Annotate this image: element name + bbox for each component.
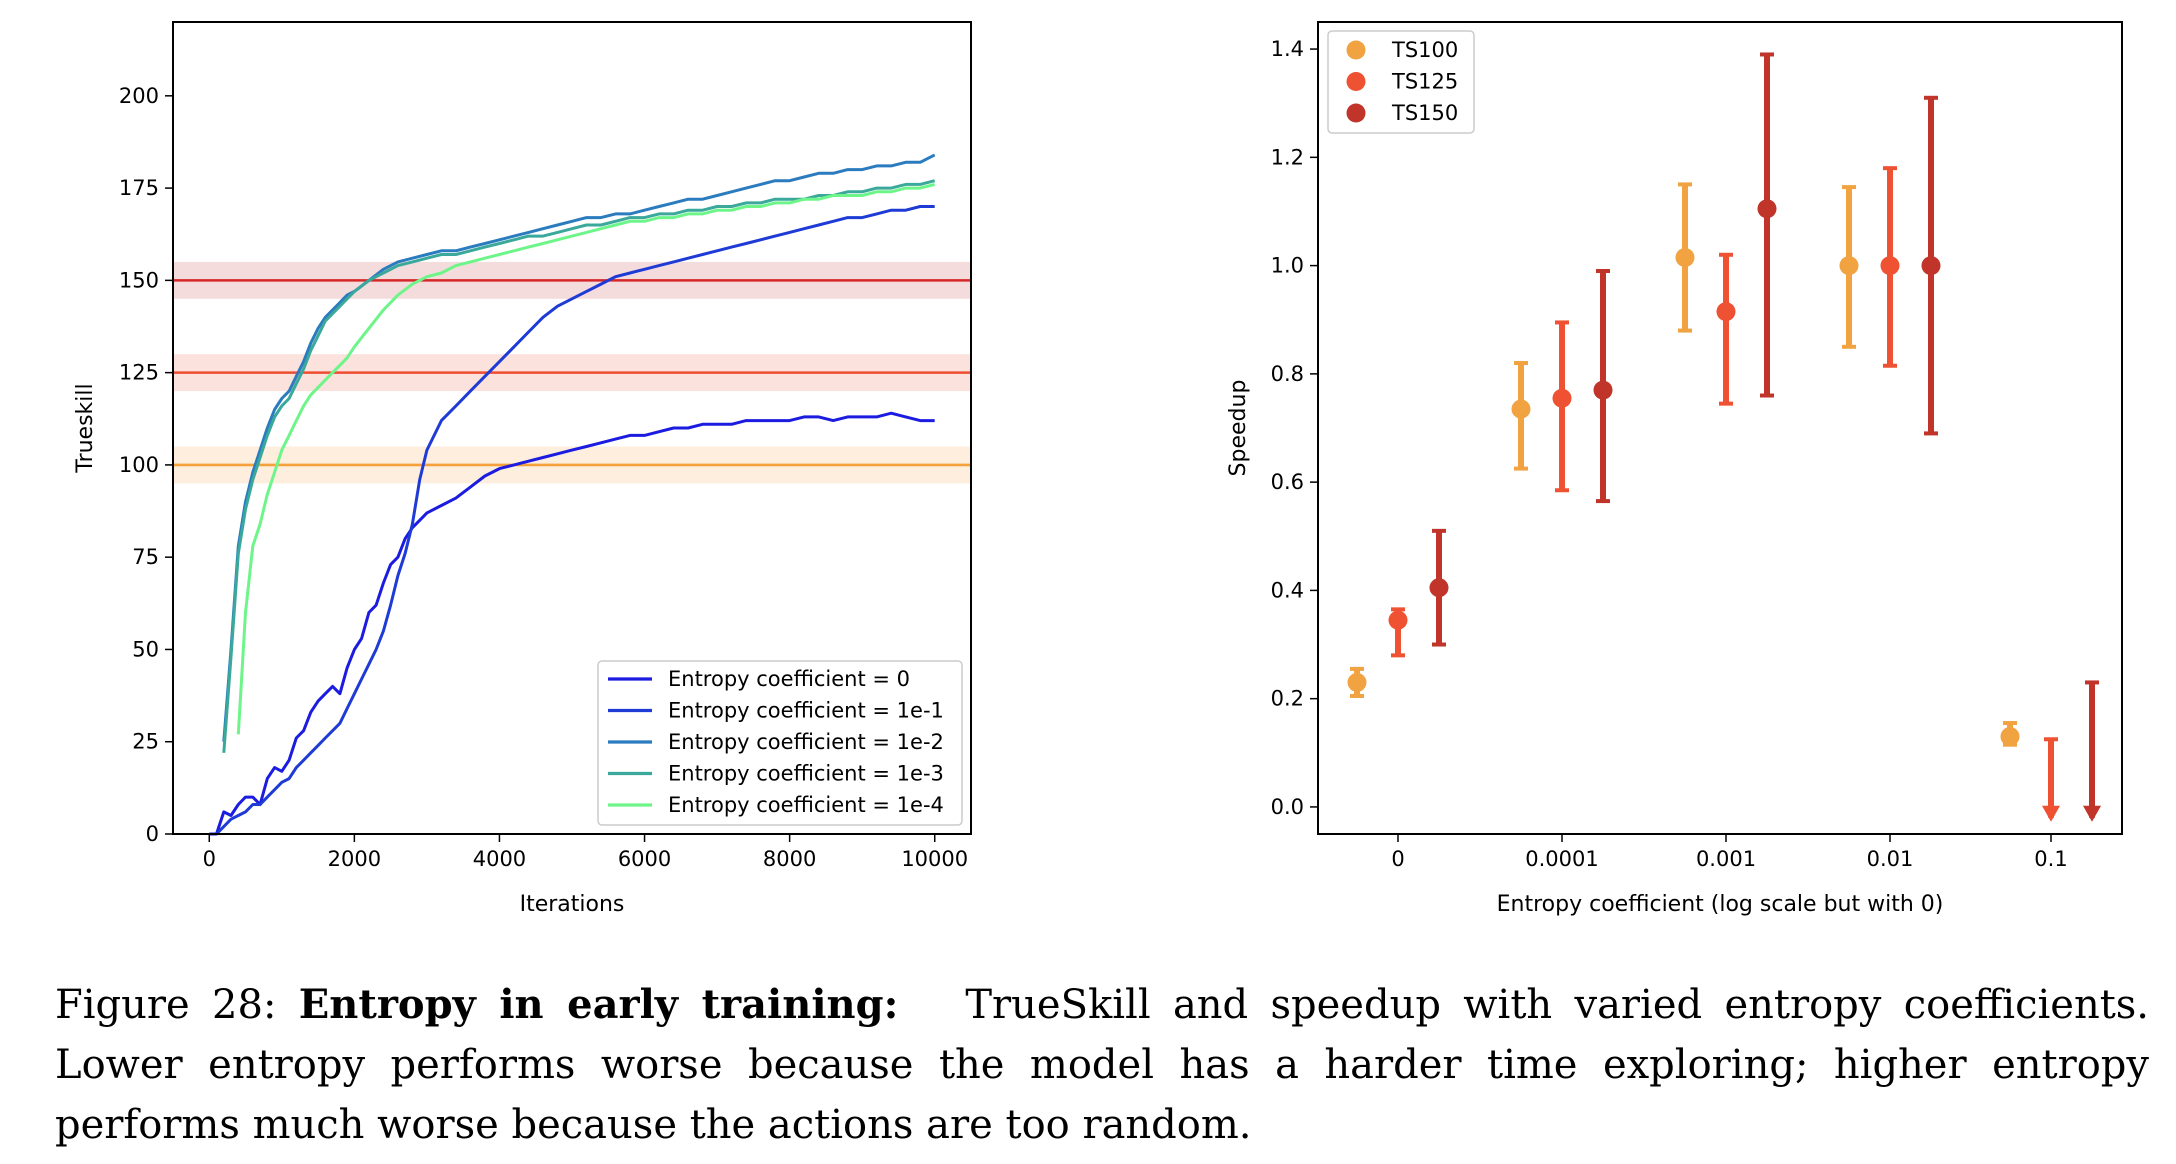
speedup-legend: TS100 TS125 TS150 (1327, 30, 1475, 134)
legend-label: TS125 (1391, 70, 1458, 94)
legend-box (1327, 30, 1475, 134)
y-tick-label: 125 (119, 361, 159, 385)
data-point (1675, 247, 1695, 267)
legend-label: Entropy coefficient = 0 (668, 667, 910, 691)
x-tick-label: 0.0001 (1525, 847, 1598, 871)
x-axis-title: Iterations (520, 892, 625, 917)
caption-title: Entropy in early training: (298, 981, 899, 1028)
x-ticks: 0 2000 4000 6000 8000 10000 (203, 834, 968, 871)
series-line-3 (222, 153, 936, 742)
data-point (1552, 388, 1572, 408)
data-point (1839, 256, 1859, 276)
speedup-chart: 0 0.0001 0.001 0.01 0.1 0.0 0.2 0.4 0.6 0.8 1.0 1.… (1226, 21, 2123, 917)
reference-lines (173, 279, 971, 467)
trueskill-series (209, 153, 936, 836)
y-tick-label: 0.4 (1271, 578, 1304, 602)
x-tick-label: 10000 (901, 847, 968, 871)
data-point (1921, 256, 1941, 276)
legend-label: Entropy coefficient = 1e-3 (668, 762, 944, 786)
trueskill-chart: 0 2000 4000 6000 8000 10000 0 25 50 75 100 125 150 1… (73, 21, 972, 917)
y-tick-label: 75 (132, 545, 159, 569)
data-point (1880, 256, 1900, 276)
y-tick-label: 0.8 (1271, 362, 1304, 386)
data-point (1593, 380, 1613, 400)
y-tick-label: 0.2 (1271, 687, 1304, 711)
y-axis-title: Speedup (1226, 380, 1251, 477)
data-point (1757, 199, 1777, 219)
legend-label: Entropy coefficient = 1e-4 (668, 793, 944, 817)
legend-box (597, 660, 963, 826)
y-tick-label: 100 (119, 453, 159, 477)
data-point (1511, 399, 1531, 419)
speedup-plot-frame (1317, 21, 2123, 835)
caption-text: TrueSkill and speedup with varied entrop… (55, 982, 2150, 1148)
error-arrow (2042, 805, 2060, 822)
data-point (1347, 672, 1367, 692)
trueskill-legend: Entropy coefficient = 0 Entropy coefficie… (597, 660, 963, 826)
data-point (2000, 727, 2020, 747)
y-tick-label: 1.0 (1271, 254, 1304, 278)
data-point (1388, 610, 1408, 630)
legend-marker (1346, 72, 1366, 91)
y-ticks: 0.0 0.2 0.4 0.6 0.8 1.0 1.2 1.4 (1271, 37, 1318, 819)
figure-caption: Figure 28: Entropy in early training: Tr… (55, 975, 2149, 1155)
speedup-series (1347, 52, 2101, 822)
x-tick-label: 0 (203, 847, 216, 871)
x-tick-label: 0.1 (2034, 847, 2067, 871)
x-axis-title: Entropy coefficient (log scale but with … (1497, 892, 1944, 917)
x-tick-label: 0.01 (1867, 847, 1914, 871)
x-tick-label: 6000 (618, 847, 671, 871)
y-tick-label: 1.2 (1271, 145, 1304, 169)
y-tick-label: 0.0 (1271, 795, 1304, 819)
x-tick-label: 0.001 (1696, 847, 1756, 871)
y-tick-label: 1.4 (1271, 37, 1304, 61)
x-tick-label: 4000 (473, 847, 526, 871)
x-tick-label: 8000 (763, 847, 816, 871)
data-point (1429, 578, 1449, 598)
caption-label: Figure 28: (55, 982, 277, 1028)
y-tick-label: 150 (119, 268, 159, 292)
legend-marker (1346, 103, 1366, 123)
y-tick-label: 0 (146, 822, 159, 846)
y-tick-label: 175 (119, 176, 159, 200)
y-tick-label: 200 (119, 84, 159, 108)
y-tick-label: 25 (132, 730, 159, 754)
legend-label: Entropy coefficient = 1e-2 (668, 730, 944, 754)
legend-label: TS100 (1391, 38, 1458, 62)
data-point (1716, 302, 1736, 322)
series-line-1 (209, 411, 935, 836)
legend-marker (1346, 40, 1366, 60)
trueskill-plot-frame (172, 21, 972, 835)
series-line-4 (222, 179, 936, 753)
series-line-2 (215, 205, 935, 836)
legend-label: Entropy coefficient = 1e-1 (668, 699, 944, 723)
y-axis-title: Trueskill (73, 383, 98, 473)
x-tick-label: 2000 (328, 847, 381, 871)
y-tick-label: 50 (132, 637, 159, 661)
y-tick-label: 0.6 (1271, 470, 1304, 494)
y-ticks: 0 25 50 75 100 125 150 175 200 (119, 84, 173, 846)
x-ticks: 0 0.0001 0.001 0.01 0.1 (1391, 834, 2068, 871)
error-arrow (2083, 805, 2101, 822)
series-line-5 (236, 182, 936, 735)
legend-label: TS150 (1391, 101, 1458, 125)
x-tick-label: 0 (1391, 847, 1404, 871)
